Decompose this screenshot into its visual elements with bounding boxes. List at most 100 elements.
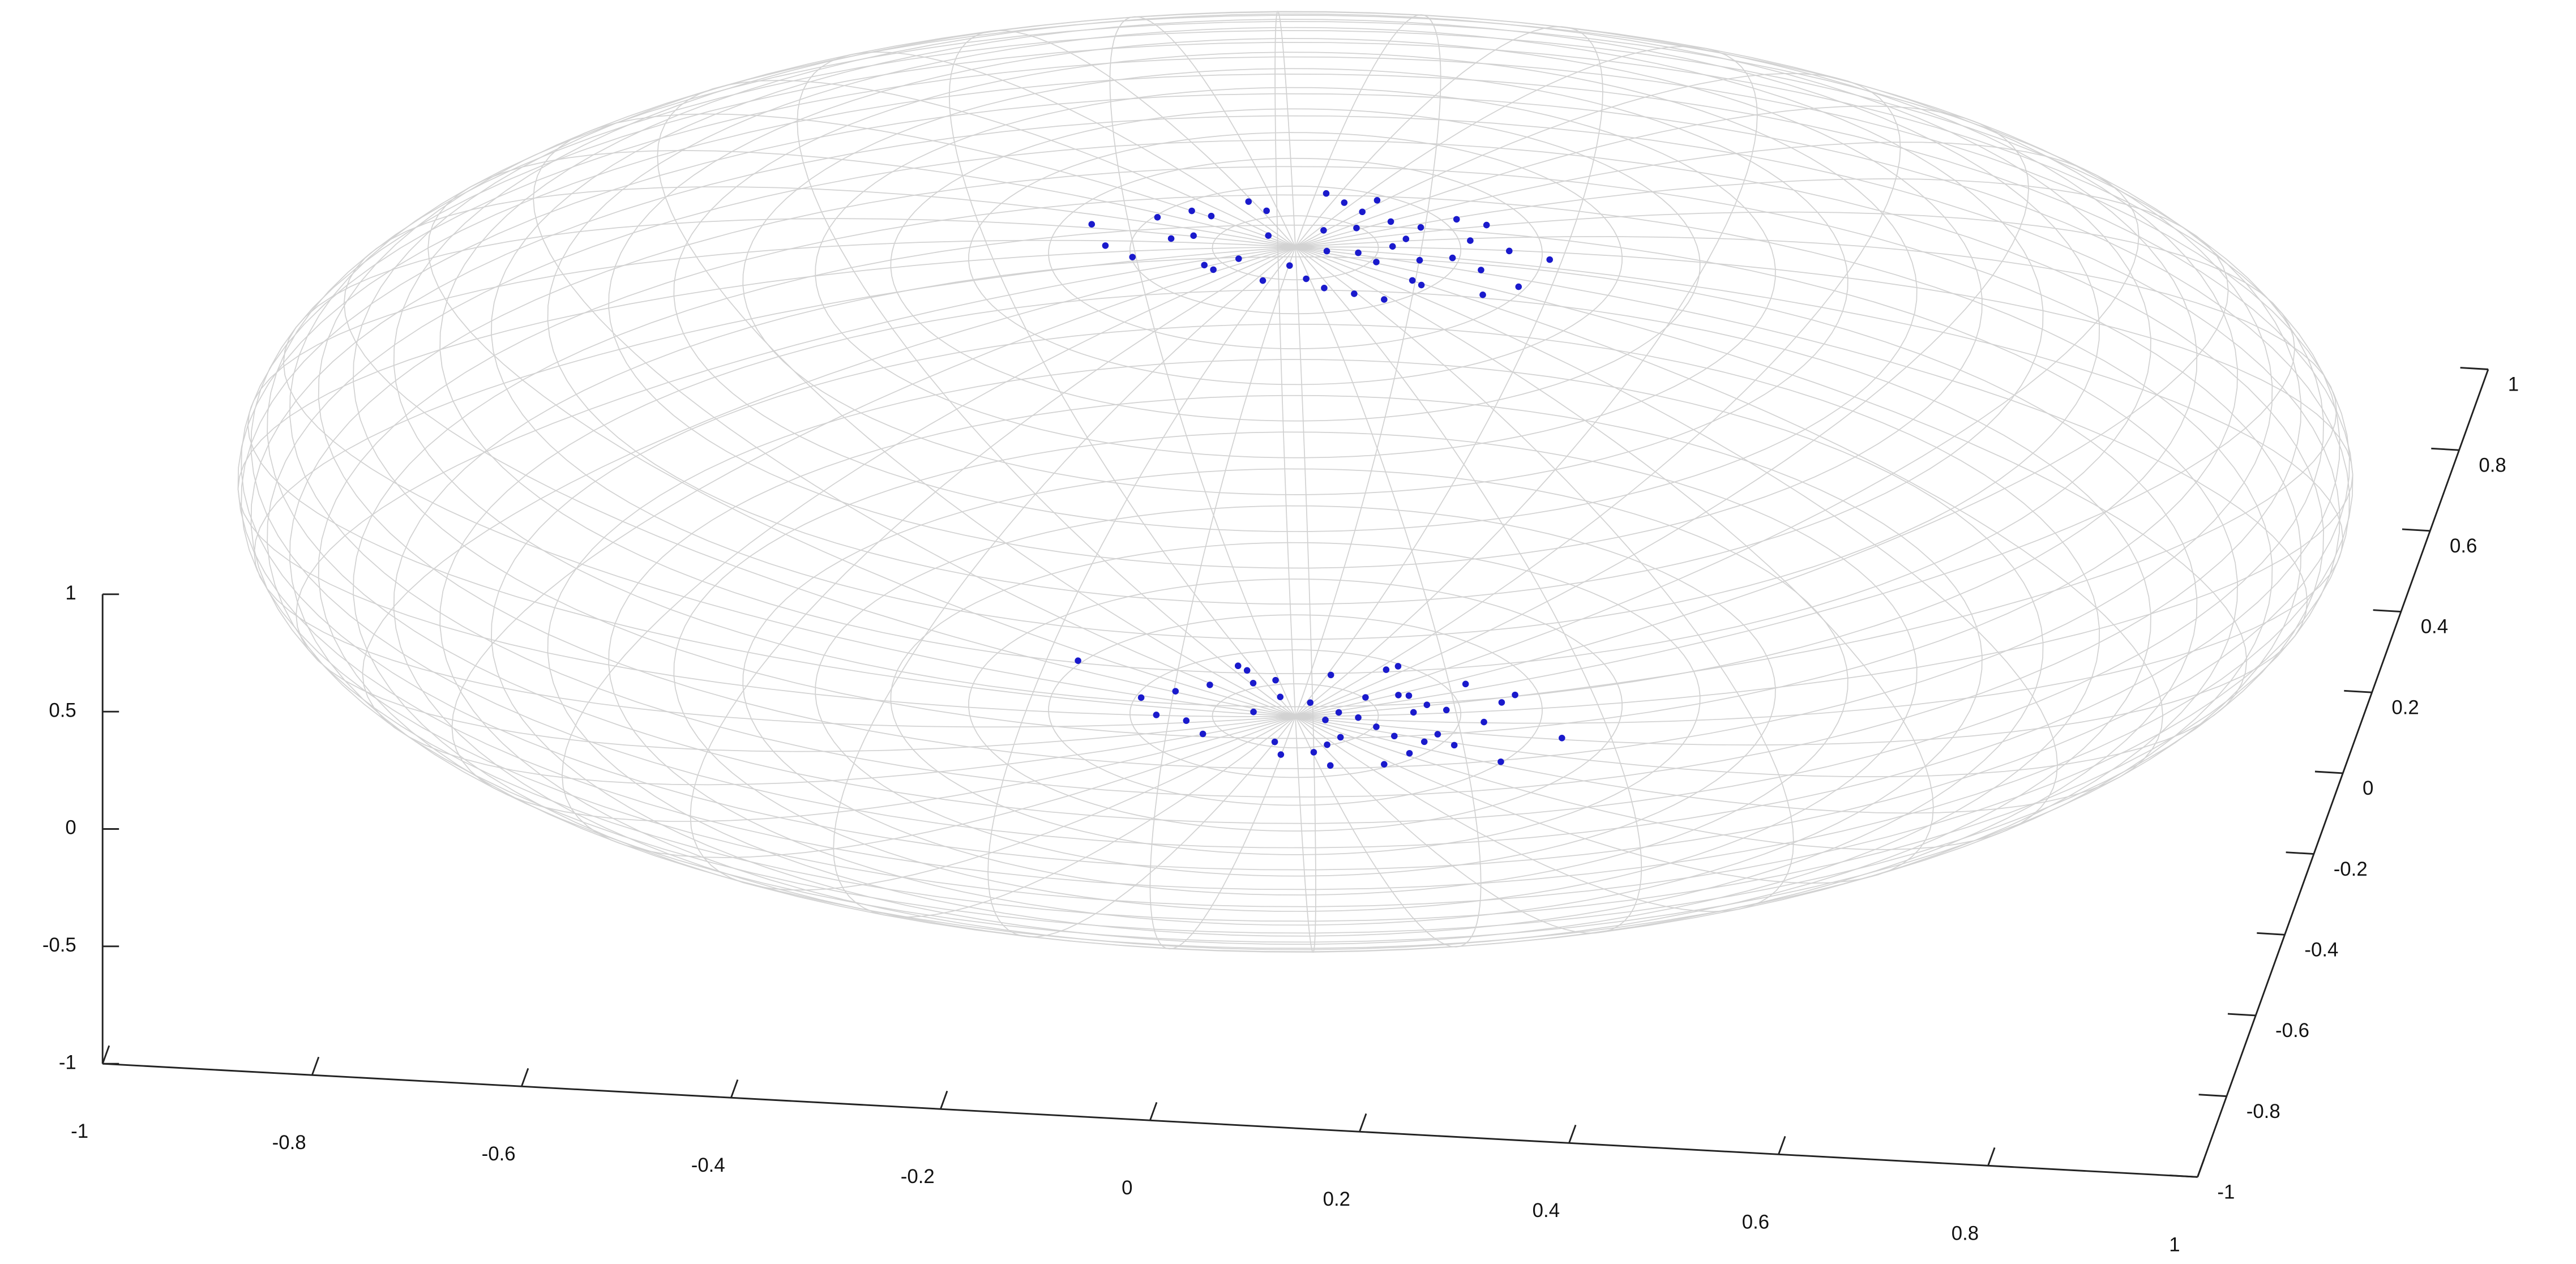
data-point (1129, 254, 1136, 260)
data-point (1373, 197, 1381, 204)
sphere-meridian (657, 80, 1296, 717)
y-tick-label: -0.2 (2334, 858, 2368, 880)
x-tick (101, 1045, 110, 1064)
z-tick-label: 0 (65, 817, 76, 839)
sphere-meridian (1295, 247, 1316, 953)
sphere-parallel (250, 115, 2340, 922)
sphere-meridian (1295, 14, 1441, 717)
x-tick-label: 0 (1122, 1177, 1132, 1199)
y-tick (2227, 1013, 2256, 1017)
data-point (1234, 662, 1242, 670)
data-point (1199, 730, 1206, 738)
sphere-meridian (1295, 236, 2337, 717)
data-point (1088, 221, 1096, 228)
y-tick (2373, 609, 2401, 612)
y-tick-label: 0.4 (2421, 616, 2448, 638)
sphere-meridian (247, 239, 1296, 717)
sphere-meridian (254, 246, 1296, 728)
sphere-meridian (1295, 246, 2163, 814)
data-point (1515, 283, 1522, 290)
data-point (1353, 224, 1360, 232)
x-tick (520, 1068, 529, 1087)
data-point (1183, 717, 1190, 724)
sphere-meridian (1295, 246, 1794, 912)
sphere-parallel (250, 42, 2340, 849)
sphere-meridian (237, 246, 1296, 717)
data-point (1478, 267, 1484, 273)
data-point (1277, 693, 1284, 700)
data-point (1322, 717, 1329, 723)
sphere-parallel (491, 19, 2100, 640)
z-tick-label: -0.5 (42, 934, 76, 956)
x-tick (1778, 1136, 1786, 1155)
data-point (1250, 708, 1257, 715)
sphere-meridian (427, 149, 1296, 717)
sphere-meridian (451, 246, 1296, 822)
data-point (1355, 249, 1362, 256)
data-point (1453, 216, 1460, 223)
data-point (1277, 751, 1285, 758)
y-tick (2286, 851, 2314, 855)
data-point (1303, 275, 1310, 282)
y-tick-label: 0.2 (2391, 696, 2419, 718)
data-point (1389, 243, 1396, 250)
data-point (1310, 749, 1317, 756)
sphere-parallel (815, 87, 1776, 459)
sphere-meridian (343, 186, 1296, 717)
data-point (1381, 296, 1388, 303)
sphere-meridian (296, 246, 1296, 752)
x-tick-label: -0.8 (272, 1132, 306, 1154)
sphere-meridian (797, 52, 1296, 717)
sphere-parallel (491, 323, 2100, 945)
x-tick-label: 0.8 (1952, 1222, 1979, 1244)
data-point (1512, 691, 1518, 699)
y-tick (2170, 1174, 2198, 1178)
data-point (1505, 247, 1513, 255)
data-point (1359, 208, 1366, 216)
data-point (1417, 224, 1424, 231)
data-point (1462, 680, 1469, 688)
data-point (1326, 762, 1334, 769)
data-point (1483, 221, 1490, 229)
x-tick-label: -0.6 (482, 1143, 516, 1165)
sphere-parallel (353, 11, 2238, 739)
data-point (1235, 255, 1242, 262)
sphere-parallel (547, 27, 2044, 605)
y-tick-label: -1 (2217, 1181, 2235, 1203)
data-point (1409, 277, 1416, 284)
sphere-meridian (948, 30, 1296, 717)
z-tick-label: 0.5 (49, 699, 76, 721)
x-tick (1987, 1147, 1996, 1166)
y-tick (2257, 932, 2285, 936)
sphere-meridian (1295, 247, 1482, 948)
data-point (1250, 679, 1257, 687)
data-point (1383, 666, 1390, 673)
data-point (1418, 281, 1425, 289)
data-point (1323, 247, 1330, 255)
data-point (1324, 741, 1330, 748)
data-point (1443, 706, 1450, 714)
data-point (1272, 676, 1279, 684)
sphere-parallel (815, 505, 1776, 877)
data-point (1355, 714, 1362, 721)
sphere-meridian (1295, 246, 2354, 717)
data-point (1190, 232, 1197, 239)
x-tick-label: 0.4 (1533, 1199, 1560, 1222)
data-point (1479, 292, 1486, 298)
sphere-meridian (1295, 26, 1603, 717)
x-tick (1149, 1102, 1158, 1121)
data-point (1420, 738, 1428, 745)
data-point (1497, 758, 1504, 765)
data-point (1307, 699, 1314, 706)
data-point (1410, 709, 1417, 716)
sphere-meridian (1295, 46, 1758, 717)
data-point (1387, 218, 1394, 225)
data-point (1449, 254, 1456, 262)
data-point (1335, 709, 1342, 716)
sphere-meridian (1149, 247, 1296, 950)
y-tick (2314, 770, 2343, 774)
x-tick-label: -0.2 (901, 1166, 935, 1188)
sphere-meridian (1295, 73, 1901, 717)
data-point (1265, 232, 1272, 239)
